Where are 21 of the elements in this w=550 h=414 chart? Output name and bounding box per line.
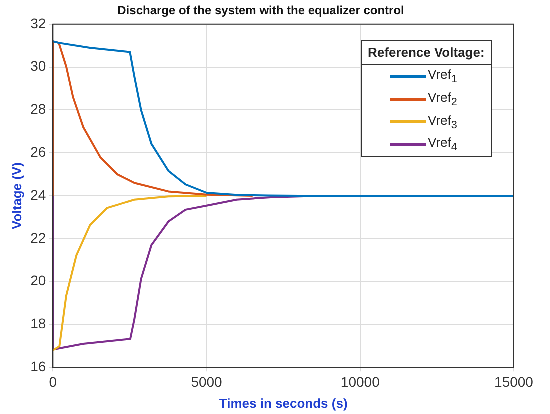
legend-label: Vref$_{1}$ — [428, 67, 458, 86]
x-tick-label: 5000 — [191, 374, 223, 390]
y-tick-label: 28 — [30, 101, 46, 118]
legend-label: Vref$_{2}$ — [428, 90, 458, 109]
x-tick-label: 10000 — [340, 374, 380, 390]
x-tick-label: 15000 — [494, 374, 534, 390]
y-tick-label: 32 — [30, 15, 46, 32]
legend-label: Vref$_{4}$ — [428, 135, 458, 154]
legend-label: Vref$_{3}$ — [428, 112, 458, 132]
legend-title: Reference Voltage: — [362, 41, 491, 66]
x-tick-label: 0 — [49, 374, 58, 390]
x-axis-title: Times in seconds (s) — [219, 396, 348, 411]
y-tick-label: 16 — [30, 358, 46, 374]
y-tick-label: 24 — [30, 186, 46, 203]
chart-title: Discharge of the system with the equalizer control — [118, 4, 404, 18]
y-tick-label: 22 — [30, 230, 46, 246]
y-axis-title: Voltage (V) — [9, 162, 24, 230]
y-tick-label: 20 — [30, 272, 46, 289]
y-tick-label: 26 — [30, 144, 46, 160]
y-tick-label: 18 — [30, 316, 46, 332]
y-tick-label: 30 — [30, 58, 46, 74]
